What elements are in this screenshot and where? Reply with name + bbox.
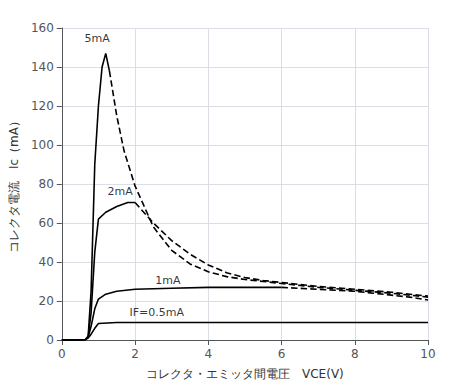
svg-text:6: 6 xyxy=(278,347,286,361)
svg-text:4: 4 xyxy=(204,347,212,361)
svg-text:40: 40 xyxy=(39,255,54,269)
svg-text:160: 160 xyxy=(31,21,54,35)
svg-text:60: 60 xyxy=(39,216,54,230)
svg-text:120: 120 xyxy=(31,99,54,113)
svg-text:0: 0 xyxy=(46,333,54,347)
svg-text:コレクタ電流 Ic（mA）: コレクタ電流 Ic（mA） xyxy=(7,115,21,253)
svg-text:80: 80 xyxy=(39,177,54,191)
svg-text:0: 0 xyxy=(58,347,66,361)
svg-text:2mA: 2mA xyxy=(108,185,134,198)
svg-text:IF=0.5mA: IF=0.5mA xyxy=(130,306,185,319)
svg-text:100: 100 xyxy=(31,138,54,152)
svg-text:2: 2 xyxy=(131,347,139,361)
svg-text:コレクタ・エミッタ間電圧 VCE(V): コレクタ・エミッタ間電圧 VCE(V) xyxy=(146,367,344,381)
svg-text:8: 8 xyxy=(351,347,359,361)
svg-text:140: 140 xyxy=(31,60,54,74)
svg-text:1mA: 1mA xyxy=(155,274,181,287)
svg-text:10: 10 xyxy=(420,347,435,361)
svg-text:20: 20 xyxy=(39,294,54,308)
svg-text:5mA: 5mA xyxy=(85,32,111,45)
